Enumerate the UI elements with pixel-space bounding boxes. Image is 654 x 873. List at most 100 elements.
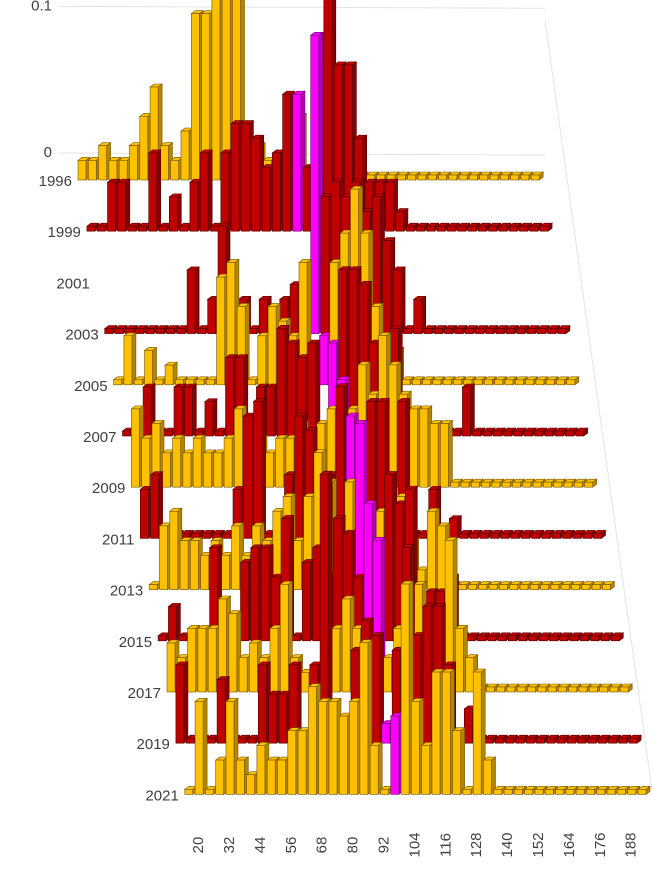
bar [465,657,475,693]
x-tick-label: 44 [252,837,269,854]
bar [236,759,245,795]
bar [354,422,364,590]
bar [520,174,530,181]
bar [421,745,431,795]
bar [498,225,508,232]
bar [596,789,606,795]
bar [573,481,583,488]
bar [537,686,547,693]
bar [527,686,536,693]
bar [179,225,188,232]
bar [192,437,202,488]
bar [565,789,575,795]
bar [246,774,255,795]
bar [297,730,307,795]
bar [536,328,546,334]
bar [488,584,498,590]
bar [462,789,472,795]
bar [580,635,589,642]
bar [207,628,217,693]
bar [396,174,406,181]
bar [475,328,484,334]
bar [581,584,591,590]
bar [492,430,502,437]
bar-side [261,397,266,540]
bar [534,789,544,795]
bar [197,628,207,693]
bar [418,533,427,539]
bar [243,415,252,539]
bar [249,642,258,693]
bar [279,584,289,693]
x-tick-label: 56 [283,837,300,854]
bar [385,181,394,232]
bar [310,34,320,334]
bar [479,174,489,181]
bar [577,737,586,744]
bar [507,635,517,642]
bar [312,547,321,642]
bar [440,423,449,488]
bar [163,430,172,437]
bar [403,328,412,334]
bar [628,737,638,744]
bar [485,328,495,334]
bar [438,174,447,181]
bar [504,379,514,386]
bar [431,671,441,795]
bar [411,701,420,795]
bar [586,789,595,795]
bar [495,328,505,334]
bar [409,408,418,488]
bar [463,708,473,744]
bar [491,481,501,488]
bar-side [194,266,200,335]
bar [469,533,479,539]
bar [519,584,529,590]
bar [114,328,124,334]
bar [359,642,369,795]
bar [529,225,539,232]
bar [506,686,516,693]
x-tick-label: 104 [406,832,423,857]
bar [240,562,249,642]
bar [308,686,317,795]
bar [291,635,301,642]
bar [142,386,152,437]
bar [467,225,477,232]
bar [140,489,149,539]
bar-side [183,661,189,744]
bar [516,686,526,693]
bar [264,452,274,488]
bar [257,335,267,386]
bar [225,701,235,795]
bar [477,225,487,232]
bar [427,174,437,181]
bar [301,562,311,642]
bar [277,759,286,795]
bar [506,328,515,334]
bar [422,379,431,386]
bar-side [470,383,475,437]
bar [269,628,279,693]
x-tick-label: 92 [375,837,392,854]
bar [129,145,138,181]
bar [457,225,467,232]
bar [483,759,492,795]
bar [258,298,268,334]
bar [275,437,284,488]
bar [225,357,234,437]
bar [554,430,564,437]
bar [241,123,250,232]
row-label: 2019 [137,736,170,753]
bar [145,328,155,334]
bar [560,584,570,590]
bar [159,525,168,590]
bar [286,342,296,437]
bar [487,635,497,642]
bar [516,328,526,334]
bar [423,328,433,334]
bar [216,679,226,744]
bar [588,686,598,693]
